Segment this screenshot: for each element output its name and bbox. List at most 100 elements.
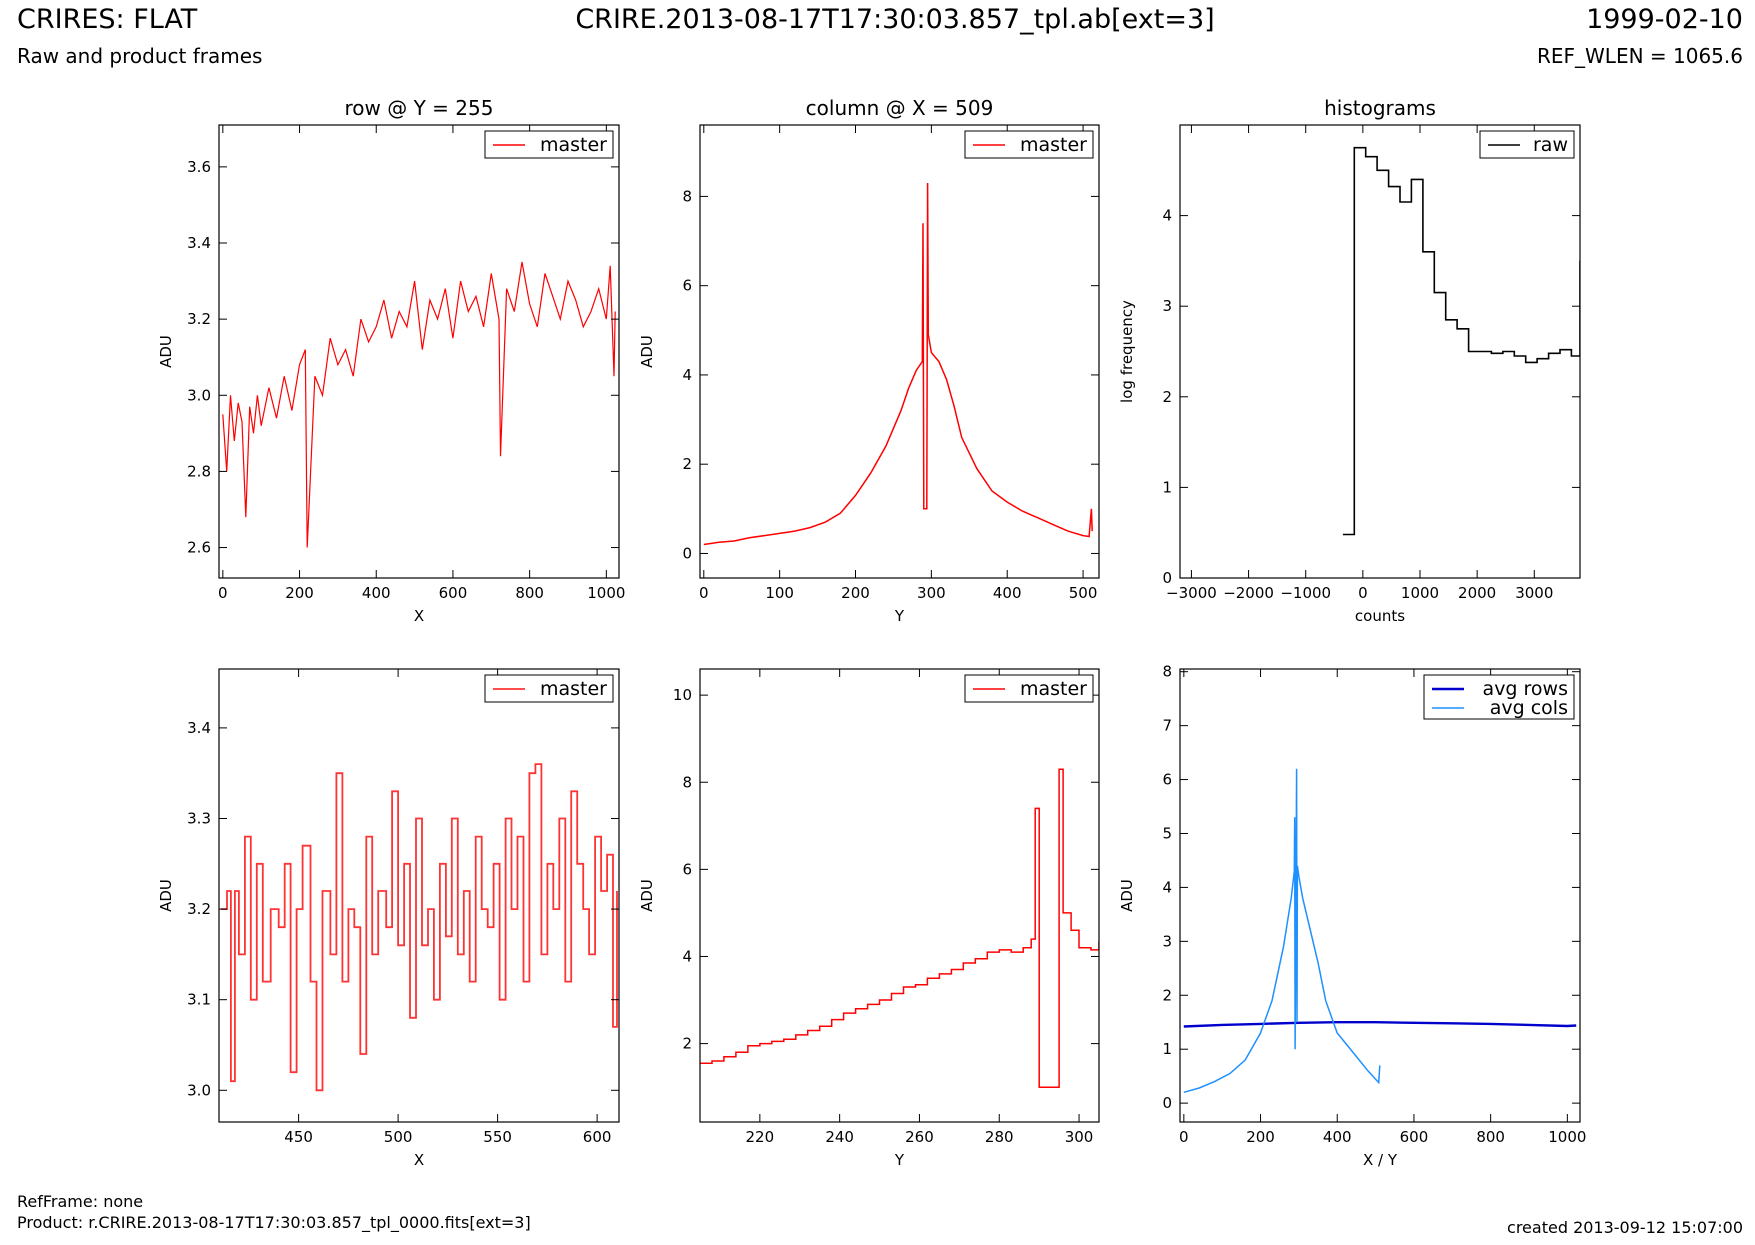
y-tick-label: 2.6 [187, 539, 211, 557]
x-tick-label: 800 [515, 584, 544, 602]
chart-legend: master [964, 130, 1094, 159]
x-axis-label: counts [1355, 607, 1405, 625]
y-axis-label: ADU [638, 335, 656, 368]
y-tick-label: 5 [1162, 824, 1172, 842]
chart-title: row @ Y = 255 [345, 96, 494, 120]
y-tick-label: 4 [1162, 878, 1172, 896]
x-tick-label: 600 [1400, 1128, 1429, 1146]
x-tick-label: 200 [1246, 1128, 1275, 1146]
legend-label: avg cols [1490, 697, 1568, 719]
y-tick-label: 3 [1162, 932, 1172, 950]
x-tick-label: 0 [1358, 584, 1368, 602]
chart-legend: master [484, 674, 614, 703]
x-tick-label: 600 [439, 584, 468, 602]
x-tick-label: 400 [362, 584, 391, 602]
x-tick-label: 600 [583, 1128, 612, 1146]
y-tick-label: 4 [1162, 207, 1172, 225]
chart-title: column @ X = 509 [806, 96, 994, 120]
x-tick-label: 2000 [1458, 584, 1496, 602]
x-tick-label: −3000 [1166, 584, 1217, 602]
x-tick-label: 500 [1069, 584, 1098, 602]
x-tick-label: 100 [765, 584, 794, 602]
chart-p6: 0 200 400 600 800 1000 0 1 2 3 4 5 6 7 8 X / Y ADU avg ro… [1118, 663, 1586, 1169]
y-tick-label: 3.0 [187, 386, 211, 404]
x-tick-label: 400 [1323, 1128, 1352, 1146]
x-tick-label: 0 [699, 584, 709, 602]
series-line-master [703, 182, 1093, 546]
y-tick-label: 7 [1162, 717, 1172, 735]
chart-p2: 0 100 200 300 400 500 0 2 4 6 8 column @ X = 509 Y AD… [638, 96, 1100, 625]
series-line-raw [1342, 146, 1580, 536]
series-line-avg-rows [1183, 1021, 1577, 1028]
x-tick-label: 200 [285, 584, 314, 602]
chart-legend: master [484, 130, 614, 159]
y-tick-label: 4 [682, 366, 692, 384]
y-tick-label: 6 [682, 860, 692, 878]
plot-frame [1179, 668, 1581, 1123]
y-tick-label: 3.4 [187, 234, 211, 252]
y-tick-label: 8 [682, 187, 692, 205]
y-tick-label: 1 [1162, 1040, 1172, 1058]
plot-frame [699, 668, 1100, 1123]
y-tick-label: 2 [682, 1035, 692, 1053]
y-tick-label: 3.2 [187, 310, 211, 328]
x-tick-label: 3000 [1515, 584, 1553, 602]
y-tick-label: 0 [1162, 1094, 1172, 1112]
legend-label: master [540, 678, 607, 700]
observation-date: 1999-02-10 [1586, 4, 1743, 35]
x-axis-label: X / Y [1363, 1151, 1398, 1169]
x-tick-label: 240 [825, 1128, 854, 1146]
y-axis-label: log frequency [1118, 300, 1136, 403]
x-tick-label: 280 [985, 1128, 1014, 1146]
y-tick-label: 2 [1162, 388, 1172, 406]
y-tick-label: 3.4 [187, 719, 211, 737]
x-tick-label: 1000 [1401, 584, 1439, 602]
plot-frame [1179, 124, 1581, 579]
y-tick-label: 0 [1162, 569, 1172, 587]
ref-frame-note: RefFrame: none [17, 1192, 144, 1211]
series-line-master [222, 261, 616, 548]
created-timestamp: created 2013-09-12 15:07:00 [1507, 1218, 1743, 1237]
y-tick-label: 6 [1162, 771, 1172, 789]
chart-p3: −3000 −2000 −1000 0 1000 2000 3000 0 1 2 3 4 histogr… [1118, 96, 1581, 625]
series-line-avg-cols [1183, 768, 1381, 1094]
x-tick-label: 300 [917, 584, 946, 602]
legend-label: master [1020, 134, 1087, 156]
x-tick-label: −2000 [1223, 584, 1274, 602]
y-tick-label: 3.1 [187, 991, 211, 1009]
report-title: CRIRES: FLAT [17, 4, 198, 35]
y-tick-label: 2 [1162, 986, 1172, 1004]
y-tick-label: 3.3 [187, 809, 211, 827]
y-tick-label: 1 [1162, 478, 1172, 496]
y-tick-label: 0 [682, 544, 692, 562]
y-tick-label: 8 [1162, 663, 1172, 681]
legend-box [1423, 674, 1575, 720]
chart-title: histograms [1324, 96, 1436, 120]
y-tick-label: 8 [682, 773, 692, 791]
x-tick-label: 550 [483, 1128, 512, 1146]
x-axis-label: Y [894, 607, 905, 625]
plot-frame [218, 124, 620, 579]
y-axis-label: ADU [157, 335, 175, 368]
chart-p4: 450 500 550 600 3.0 3.1 3.2 3.3 3.4 X ADU master [157, 668, 620, 1169]
y-tick-label: 3.6 [187, 158, 211, 176]
legend-label: master [1020, 678, 1087, 700]
x-tick-label: 260 [905, 1128, 934, 1146]
ref-wavelength: REF_WLEN = 1065.6 [1536, 44, 1743, 68]
x-tick-label: 400 [993, 584, 1022, 602]
x-tick-label: 300 [1065, 1128, 1094, 1146]
report-subtitle: Raw and product frames [17, 44, 263, 68]
series-line-master [700, 768, 1099, 1088]
y-tick-label: 3.0 [187, 1081, 211, 1099]
x-tick-label: 220 [746, 1128, 775, 1146]
plot-frame [218, 668, 620, 1123]
chart-legend: raw [1479, 130, 1575, 159]
y-tick-label: 4 [682, 947, 692, 965]
chart-legend: master [964, 674, 1094, 703]
legend-label: master [540, 134, 607, 156]
y-tick-label: 3 [1162, 297, 1172, 315]
x-tick-label: 0 [1179, 1128, 1189, 1146]
legend-label: raw [1533, 134, 1568, 156]
